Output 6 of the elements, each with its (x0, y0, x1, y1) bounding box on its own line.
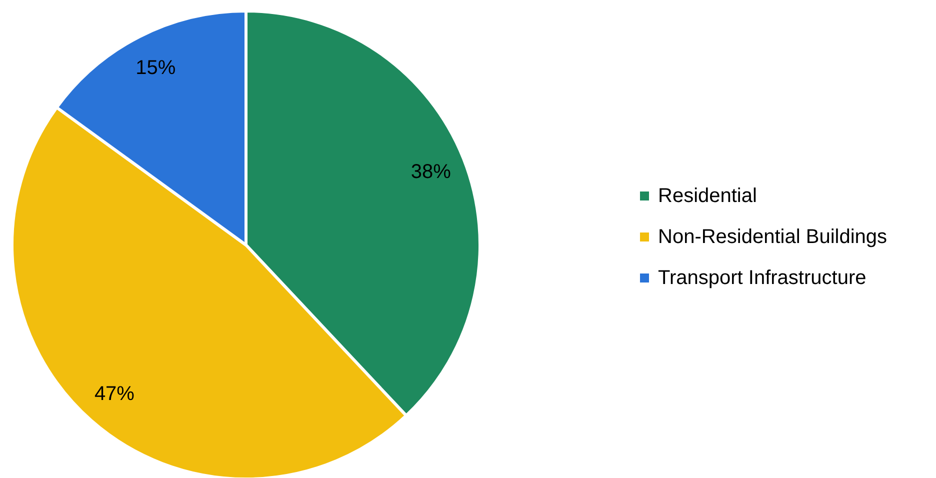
legend-label: Transport Infrastructure (658, 267, 866, 289)
legend-label: Non-Residential Buildings (658, 226, 888, 248)
data-label: 38% (410, 160, 452, 183)
legend-label: Residential (658, 185, 757, 207)
data-label: 47% (94, 383, 135, 406)
data-label: 15% (136, 56, 176, 79)
